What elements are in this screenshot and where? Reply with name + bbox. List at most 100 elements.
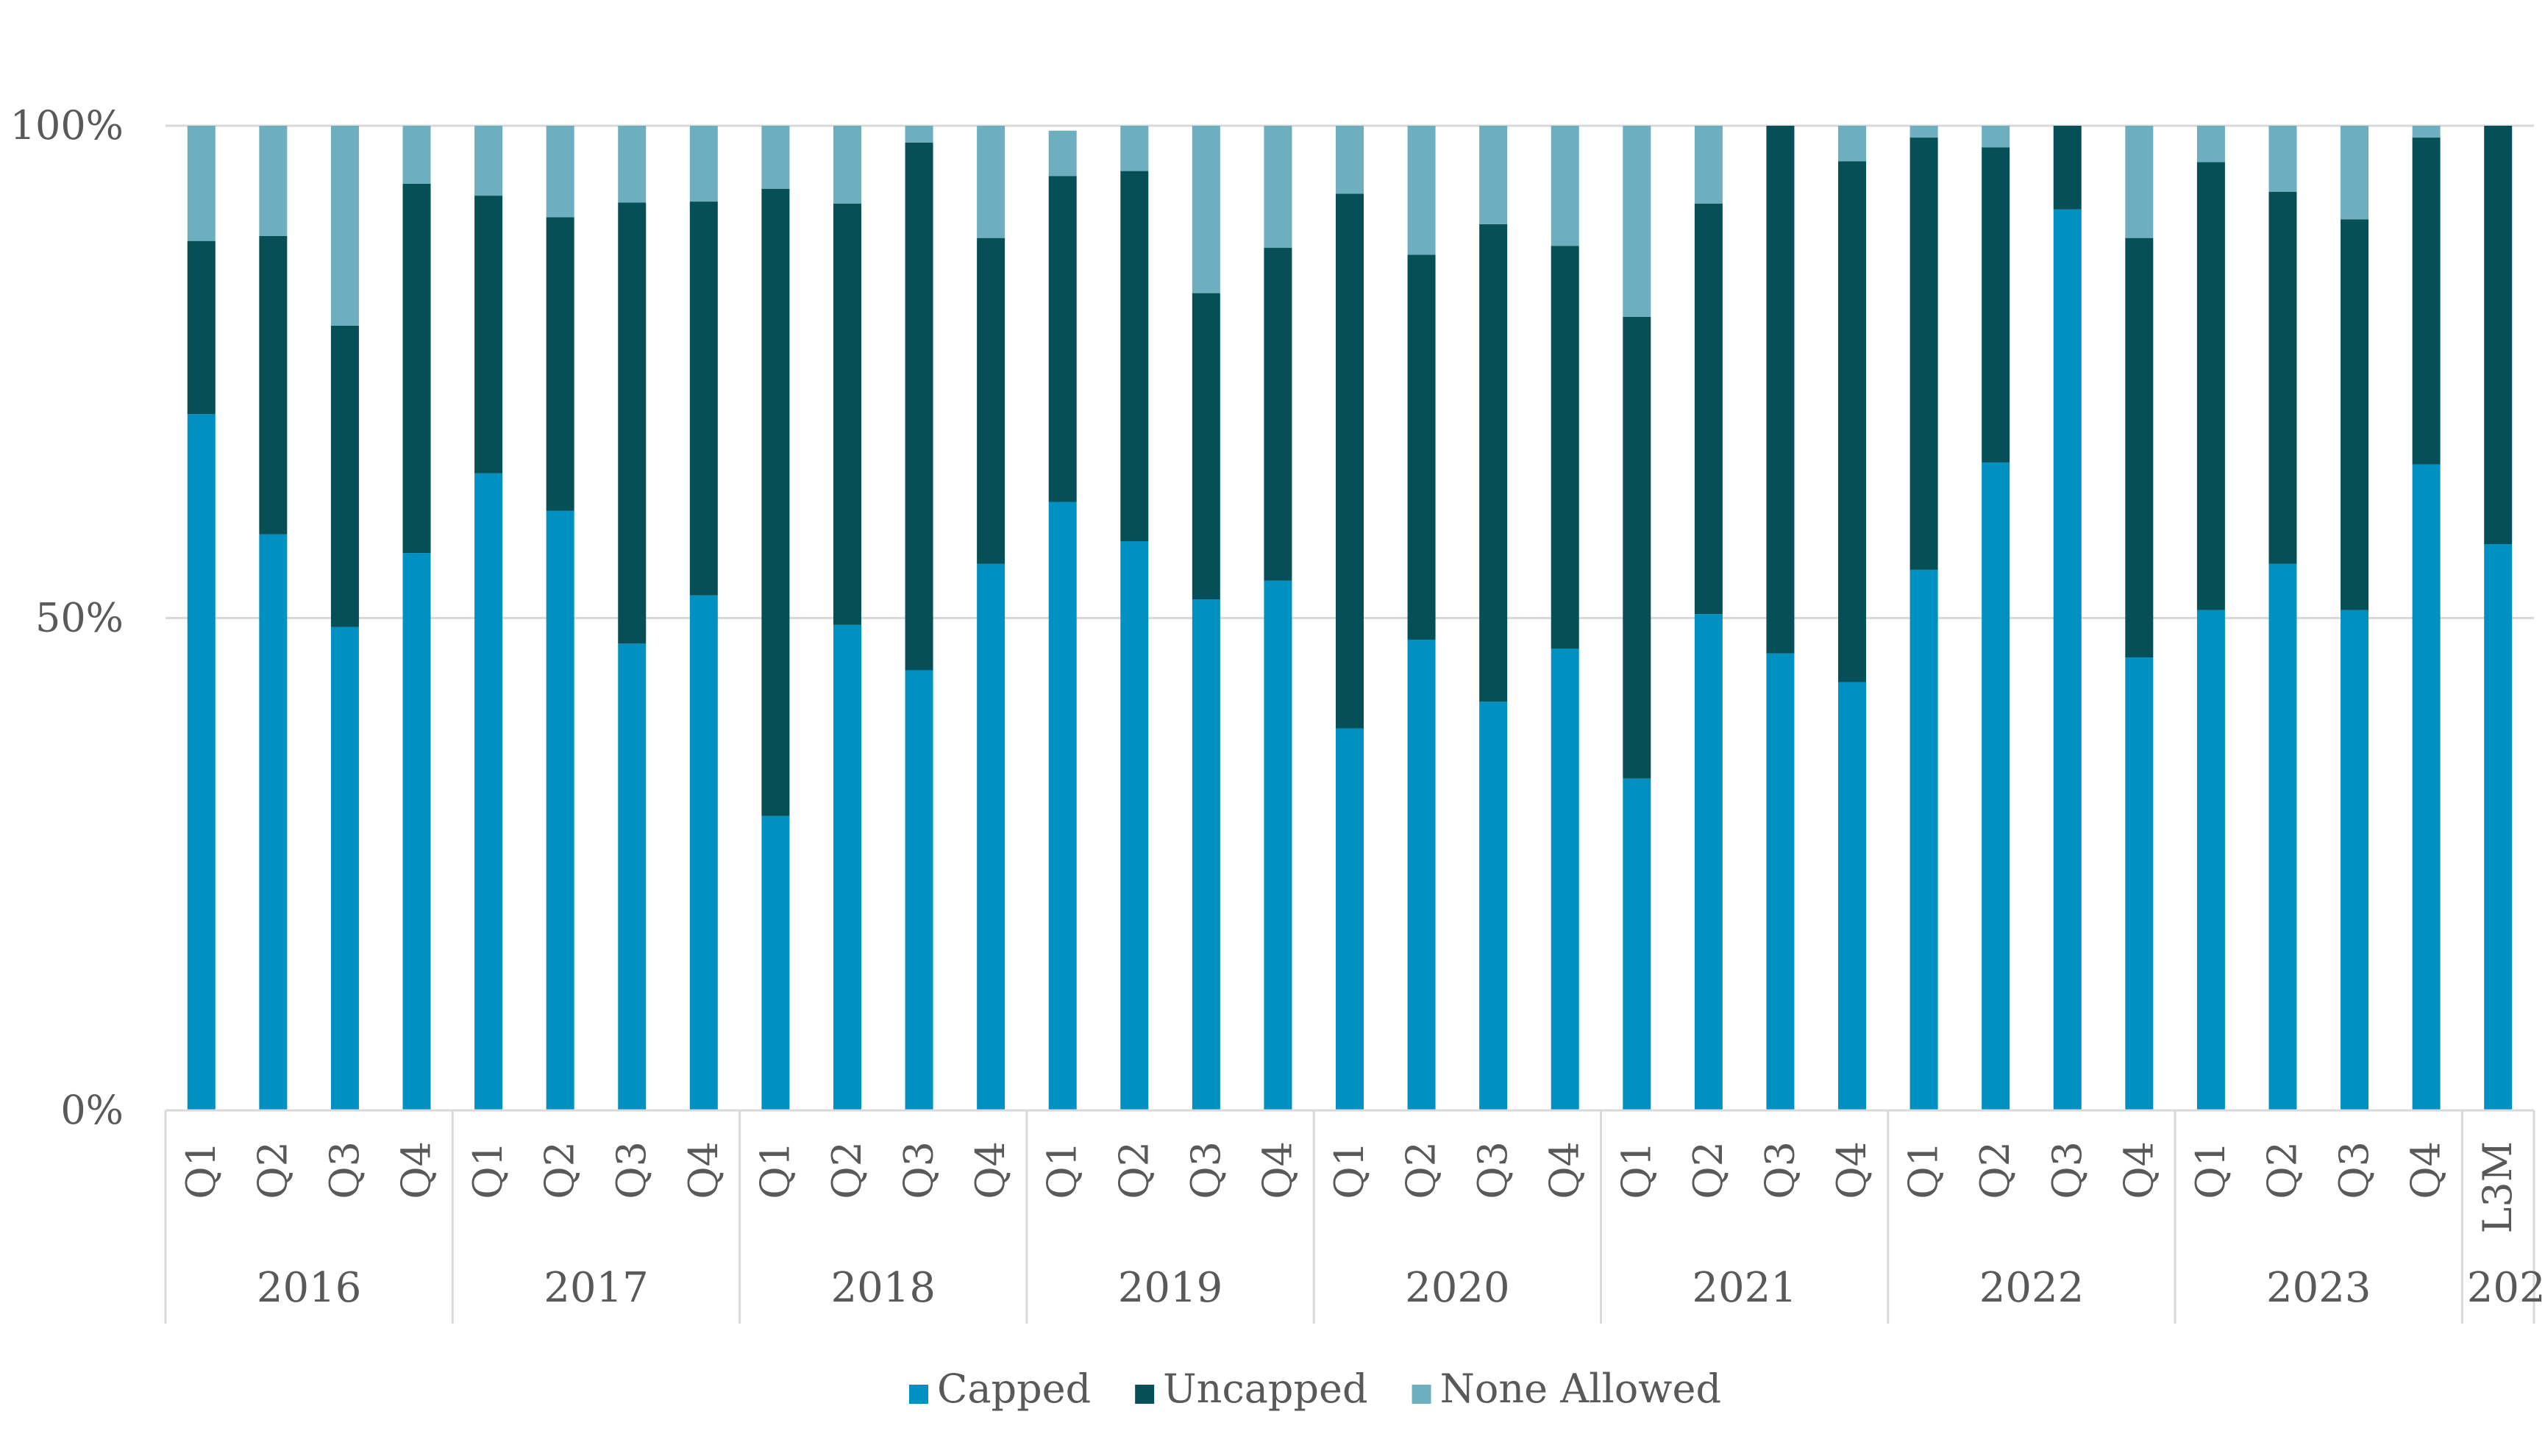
bar-uncapped [2484, 126, 2513, 545]
bar-capped [1766, 653, 1795, 1110]
bar-none-allowed [833, 126, 861, 204]
bar-none-allowed [1479, 126, 1508, 224]
bar-none-allowed [1192, 126, 1220, 293]
bar-uncapped [1336, 193, 1364, 729]
bar-capped [1264, 580, 1292, 1110]
bar-none-allowed [761, 126, 790, 189]
bar-none-allowed [1838, 126, 1867, 162]
bar-uncapped [1551, 246, 1579, 649]
bar-uncapped [833, 203, 861, 625]
bar-capped [2196, 610, 2225, 1110]
bar-capped [1623, 778, 1651, 1110]
x-group-label: 2020 [1405, 1264, 1510, 1312]
x-tick-label: Q1 [1326, 1141, 1373, 1199]
axes: 0% 50% 100% Q1 Q2 Q3 Q4 Q1 Q2 Q3 Q4 Q1 Q2 Q3 Q4 Q1 Q2 Q3 Q… [10, 102, 2545, 1324]
bar-none-allowed [1336, 126, 1364, 194]
bar-none-allowed [905, 126, 933, 143]
x-group-label: 2024 [2467, 1264, 2545, 1312]
bar-uncapped [761, 188, 790, 816]
bar-uncapped [905, 142, 933, 671]
x-tick-label: Q3 [321, 1141, 368, 1199]
x-group-label: 2021 [1692, 1264, 1797, 1312]
bar-none-allowed [546, 126, 574, 218]
bar-capped [618, 643, 647, 1110]
x-tick-label: Q3 [1183, 1141, 1229, 1199]
bar-capped [2412, 464, 2441, 1110]
bar-uncapped [474, 196, 503, 474]
bar-capped [1551, 649, 1579, 1110]
x-group-label: 2017 [544, 1264, 649, 1312]
bar-capped [187, 414, 216, 1110]
x-tick-label: Q2 [1685, 1141, 1731, 1199]
x-tick-label: L3M [2474, 1141, 2521, 1234]
x-tick-label: Q2 [2259, 1141, 2305, 1199]
bar-none-allowed [1551, 126, 1579, 246]
legend-label: Capped [937, 1366, 1091, 1412]
x-tick-label: Q1 [178, 1141, 224, 1199]
bar-capped [1336, 728, 1364, 1110]
legend: Capped Uncapped None Allowed [909, 1366, 1721, 1412]
bar-none-allowed [1909, 126, 1938, 138]
x-tick-label: Q1 [1039, 1141, 1086, 1199]
bar-none-allowed [1982, 126, 2010, 148]
x-tick-label: Q1 [752, 1141, 798, 1199]
bar-uncapped [259, 235, 288, 535]
x-tick-label: Q4 [2403, 1141, 2449, 1199]
x-tick-label: Q1 [1901, 1141, 1947, 1199]
x-group-label: 2022 [1979, 1264, 2085, 1312]
bar-capped [833, 624, 861, 1110]
bar-capped [1909, 569, 1938, 1110]
bar-capped [1120, 541, 1149, 1110]
bar-none-allowed [1623, 126, 1651, 317]
bar-uncapped [1838, 161, 1867, 682]
x-tick-label: Q2 [1398, 1141, 1445, 1199]
bar-uncapped [1407, 254, 1436, 640]
bar-uncapped [1909, 138, 1938, 570]
legend-label: None Allowed [1440, 1366, 1721, 1412]
bar-capped [1048, 502, 1077, 1110]
bar-none-allowed [1264, 126, 1292, 249]
bar-uncapped [1766, 126, 1795, 654]
bars [187, 126, 2513, 1111]
bar-none-allowed [2412, 126, 2441, 138]
bar-uncapped [2053, 126, 2082, 210]
bar-uncapped [187, 240, 216, 415]
bar-capped [2268, 563, 2297, 1110]
x-group-label: 2023 [2266, 1264, 2371, 1312]
x-tick-label: Q3 [2044, 1141, 2090, 1199]
bar-none-allowed [474, 126, 503, 196]
bar-uncapped [2341, 219, 2369, 610]
legend-label: Uncapped [1163, 1366, 1367, 1412]
x-tick-label: Q3 [1470, 1141, 1516, 1199]
bar-capped [474, 473, 503, 1110]
bar-capped [761, 816, 790, 1110]
bar-uncapped [1479, 224, 1508, 702]
bar-uncapped [1694, 203, 1723, 615]
bar-capped [1192, 599, 1220, 1110]
bar-none-allowed [618, 126, 647, 203]
bar-capped [546, 510, 574, 1110]
x-tick-label: Q2 [249, 1141, 296, 1199]
bar-uncapped [1120, 171, 1149, 542]
bar-uncapped [2196, 162, 2225, 610]
x-tick-label: Q4 [2115, 1141, 2162, 1199]
bar-uncapped [1192, 293, 1220, 600]
bar-uncapped [546, 217, 574, 511]
x-tick-label: Q2 [537, 1141, 583, 1199]
y-tick-label: 100% [10, 102, 124, 149]
x-tick-label: Q1 [465, 1141, 511, 1199]
legend-swatch [1135, 1385, 1155, 1404]
bar-none-allowed [1048, 130, 1077, 176]
legend-swatch [909, 1385, 928, 1404]
bar-uncapped [689, 201, 718, 596]
x-tick-label: Q2 [1972, 1141, 2018, 1199]
bar-none-allowed [1407, 126, 1436, 255]
bar-capped [2053, 209, 2082, 1111]
bar-none-allowed [1120, 126, 1149, 171]
bar-uncapped [1623, 316, 1651, 779]
x-tick-label: Q2 [824, 1141, 870, 1199]
legend-swatch [1412, 1385, 1431, 1404]
bar-capped [2341, 610, 2369, 1110]
bar-none-allowed [2268, 126, 2297, 192]
